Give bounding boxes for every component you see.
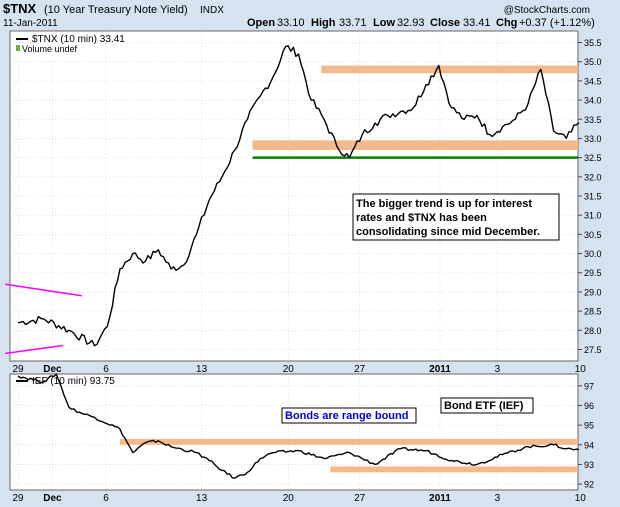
exchange-label: INDX — [200, 5, 224, 16]
y-tick-label: 92 — [584, 480, 594, 490]
ief-series — [17, 373, 580, 479]
range-note: Bonds are range bound — [285, 410, 408, 422]
y-tick-label: 94 — [584, 440, 594, 450]
high-label: High — [311, 17, 336, 29]
price-y-axis: 27.5 28.0 28.5 29.0 29.5 30.0 30.5 31.0 31.5 32.0… — [578, 38, 602, 355]
etf-note-box — [440, 397, 534, 414]
low-value: 32.93 — [397, 17, 425, 29]
watermark: @StockCharts.com — [504, 5, 590, 16]
x-tick-label: 10 — [575, 493, 587, 504]
trend-line — [5, 283, 82, 297]
x-tick-label: Dec — [43, 493, 62, 504]
ief-panel — [9, 373, 579, 491]
ief-notes: Bonds are range bound Bond ETF (IEF) — [281, 397, 534, 424]
x-tick-label: 2011 — [429, 364, 451, 375]
price-x-axis: 29 Dec 6 13 20 27 2011 3 10 — [12, 364, 586, 375]
etf-note: Bond ETF (IEF) — [444, 400, 524, 412]
y-tick-label: 33.0 — [584, 134, 602, 144]
legend-tnx: $TNX (10 min) 33.41 — [32, 34, 125, 45]
y-tick-label: 97 — [584, 381, 594, 391]
high-value: 33.71 — [339, 17, 367, 29]
y-tick-label: 33.5 — [584, 115, 602, 125]
ief-legend: IEF (10 min) 93.75 — [16, 376, 115, 387]
x-tick-label: 3 — [495, 364, 501, 375]
y-tick-label: 93 — [584, 460, 594, 470]
range-note-box — [281, 407, 417, 424]
y-tick-label: 32.5 — [584, 153, 602, 163]
ohlc-readout: Open 33.10 High 33.71 Low 32.93 Close 33… — [247, 17, 595, 29]
x-tick-label: 13 — [196, 493, 208, 504]
price-series — [17, 45, 580, 347]
annotation-text: The bigger trend is up for interest rate… — [356, 198, 540, 238]
legend-volume: Volume undef — [22, 44, 78, 54]
y-tick-label: 28.5 — [584, 307, 602, 317]
ief-y-axis: 92 93 94 95 96 97 — [578, 381, 594, 490]
range-band — [321, 65, 578, 74]
legend-volume-icon — [16, 45, 20, 51]
trend-lines — [5, 283, 82, 355]
y-tick-label: 96 — [584, 401, 594, 411]
y-tick-label: 34.0 — [584, 96, 602, 106]
y-tick-label: 32.0 — [584, 172, 602, 182]
price-legend: $TNX (10 min) 33.41 Volume undef — [16, 34, 125, 54]
range-band — [252, 140, 578, 150]
ief-bands — [120, 438, 578, 473]
x-tick-label: 2011 — [429, 493, 451, 504]
price-line — [17, 45, 580, 347]
low-label: Low — [373, 17, 395, 29]
symbol-name: (10 Year Treasury Note Yield) — [44, 4, 188, 16]
y-tick-label: 35.5 — [584, 38, 602, 48]
range-band — [330, 466, 578, 473]
x-tick-label: 6 — [103, 493, 109, 504]
x-tick-label: 20 — [283, 364, 295, 375]
x-tick-label: Dec — [43, 364, 62, 375]
x-tick-label: 20 — [283, 493, 295, 504]
y-tick-label: 29.5 — [584, 268, 602, 278]
x-tick-label: 10 — [575, 364, 587, 375]
y-tick-label: 27.5 — [584, 345, 602, 355]
legend-ief: IEF (10 min) 93.75 — [32, 376, 115, 387]
chart-date: 11-Jan-2011 — [3, 18, 58, 29]
y-tick-label: 28.0 — [584, 326, 602, 336]
x-tick-label: 29 — [12, 493, 24, 504]
x-tick-label: 6 — [103, 364, 109, 375]
close-label: Close — [430, 17, 460, 29]
x-tick-label: 13 — [196, 364, 208, 375]
ief-x-axis: 29 Dec 6 13 20 27 2011 3 10 — [12, 493, 586, 504]
y-tick-label: 31.0 — [584, 211, 602, 221]
chg-value: +0.37 (+1.12%) — [519, 17, 595, 29]
open-value: 33.10 — [277, 17, 305, 29]
y-tick-label: 34.5 — [584, 76, 602, 86]
y-tick-label: 29.0 — [584, 287, 602, 297]
x-tick-label: 3 — [495, 493, 501, 504]
y-tick-label: 95 — [584, 421, 594, 431]
symbol-title: $TNX — [3, 1, 37, 16]
y-tick-label: 35.0 — [584, 57, 602, 67]
range-band — [120, 438, 578, 445]
x-tick-label: 29 — [12, 364, 24, 375]
close-value: 33.41 — [463, 17, 491, 29]
open-label: Open — [247, 17, 275, 29]
y-tick-label: 30.5 — [584, 230, 602, 240]
chg-label: Chg — [496, 17, 517, 29]
trend-annotation: The bigger trend is up for interest rate… — [352, 193, 560, 241]
price-bands — [252, 65, 578, 159]
y-tick-label: 30.0 — [584, 249, 602, 259]
x-tick-label: 27 — [354, 493, 366, 504]
price-line — [17, 373, 580, 479]
x-tick-label: 27 — [354, 364, 366, 375]
annotation-box — [352, 193, 560, 241]
trend-line — [5, 344, 63, 355]
y-tick-label: 31.5 — [584, 192, 602, 202]
